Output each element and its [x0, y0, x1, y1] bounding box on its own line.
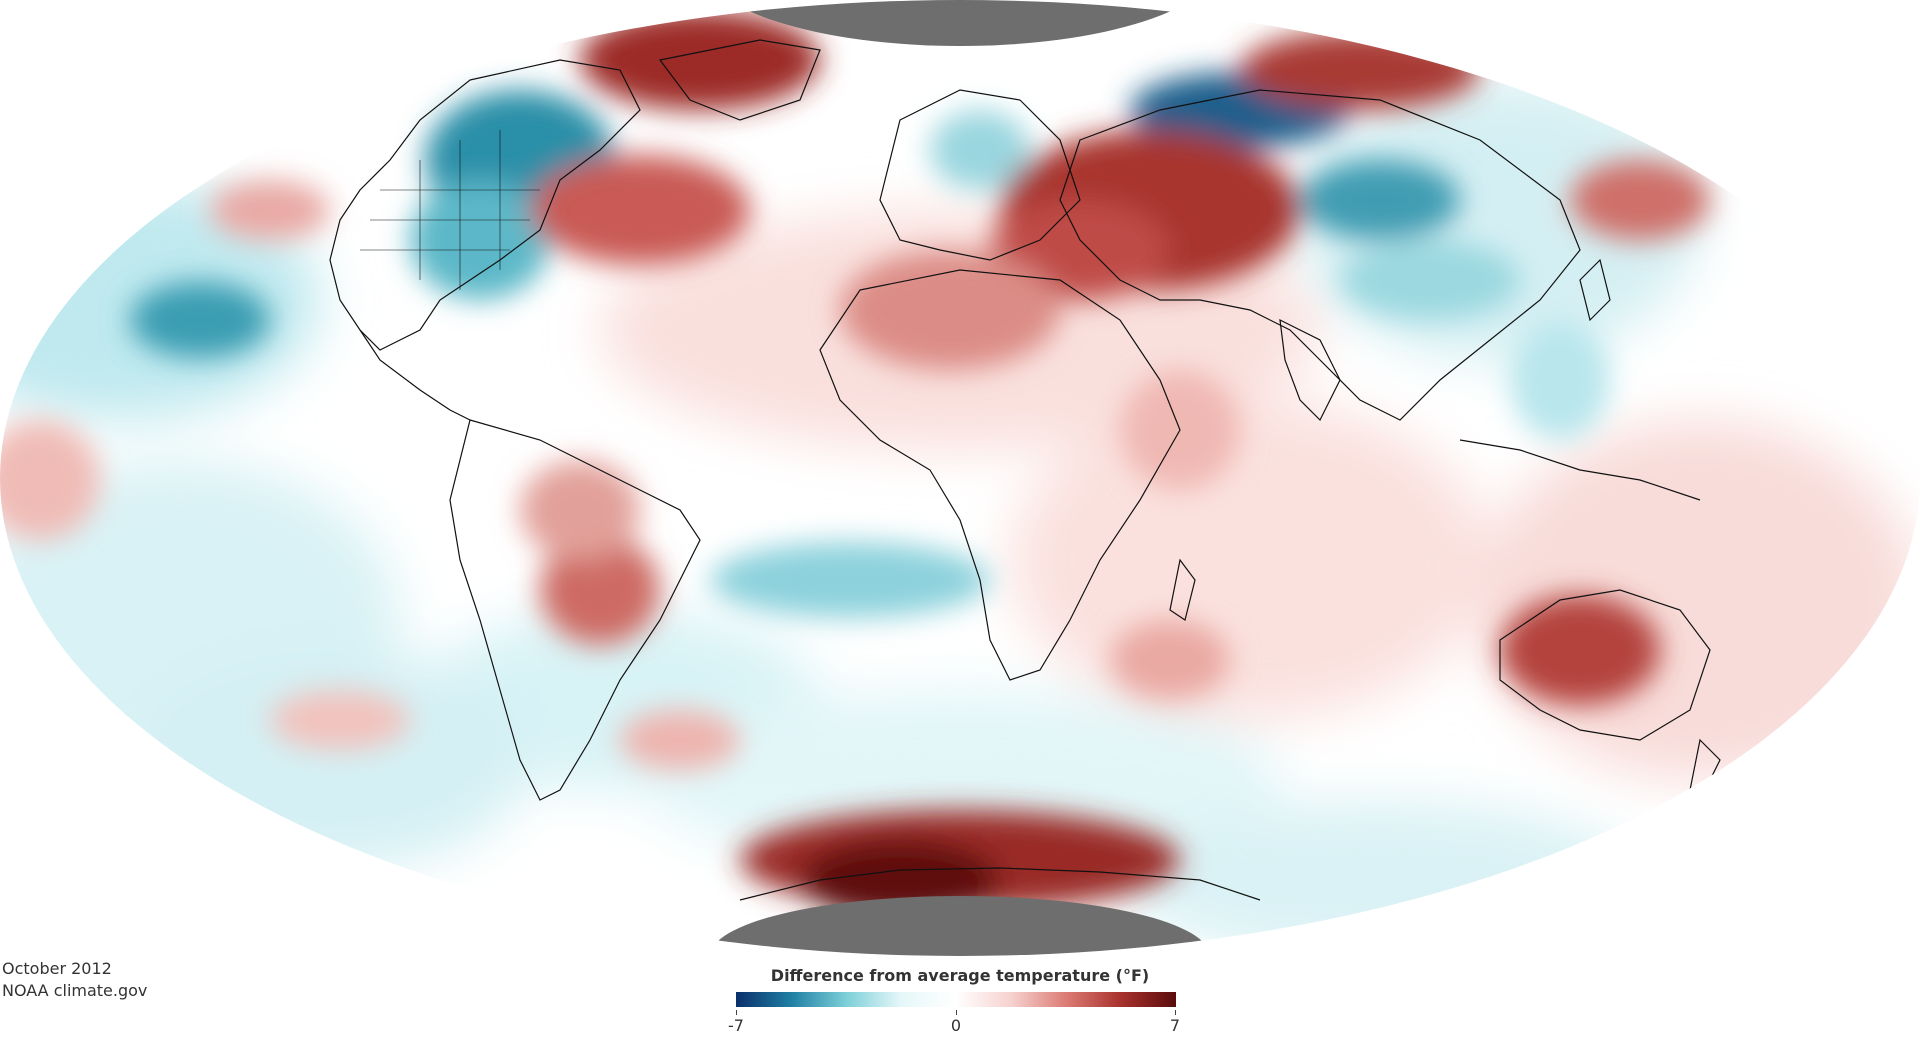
legend-tick-min: [736, 1010, 737, 1015]
indonesia-outline: [1459, 439, 1701, 501]
asia-outline: [1059, 89, 1581, 421]
japan-outline: [1579, 258, 1611, 322]
india-outline: [1279, 318, 1341, 422]
central-america-outline: [359, 329, 471, 421]
legend-label-max: 7: [1169, 1016, 1181, 1035]
legend-label-mid: 0: [950, 1016, 962, 1035]
north-america-outline: [329, 59, 641, 351]
legend-color-bar: [736, 992, 1176, 1007]
anomaly-blobs: [0, 10, 1710, 920]
antarctica-outline: [739, 867, 1261, 901]
continent-outlines: [329, 39, 1721, 901]
legend-tick-mid: [956, 1010, 957, 1015]
caption-date: October 2012: [2, 959, 112, 978]
south-america-outline: [449, 419, 701, 801]
caption-source: NOAA climate.gov: [2, 981, 148, 1000]
legend-label-min: -7: [728, 1016, 744, 1035]
australia-outline: [1499, 589, 1711, 741]
legend-tick-max: [1175, 1010, 1176, 1015]
madagascar-outline: [1169, 558, 1196, 621]
map-caption: October 2012 NOAA climate.gov: [2, 958, 147, 1002]
legend-title: Difference from average temperature (°F): [770, 966, 1150, 985]
greenland-outline: [658, 39, 821, 121]
color-legend: Difference from average temperature (°F)…: [720, 966, 1200, 1036]
south-pole-no-data: [710, 896, 1210, 956]
europe-outline: [879, 89, 1081, 261]
africa-outline: [819, 269, 1181, 681]
us-state-lines: [360, 130, 540, 290]
